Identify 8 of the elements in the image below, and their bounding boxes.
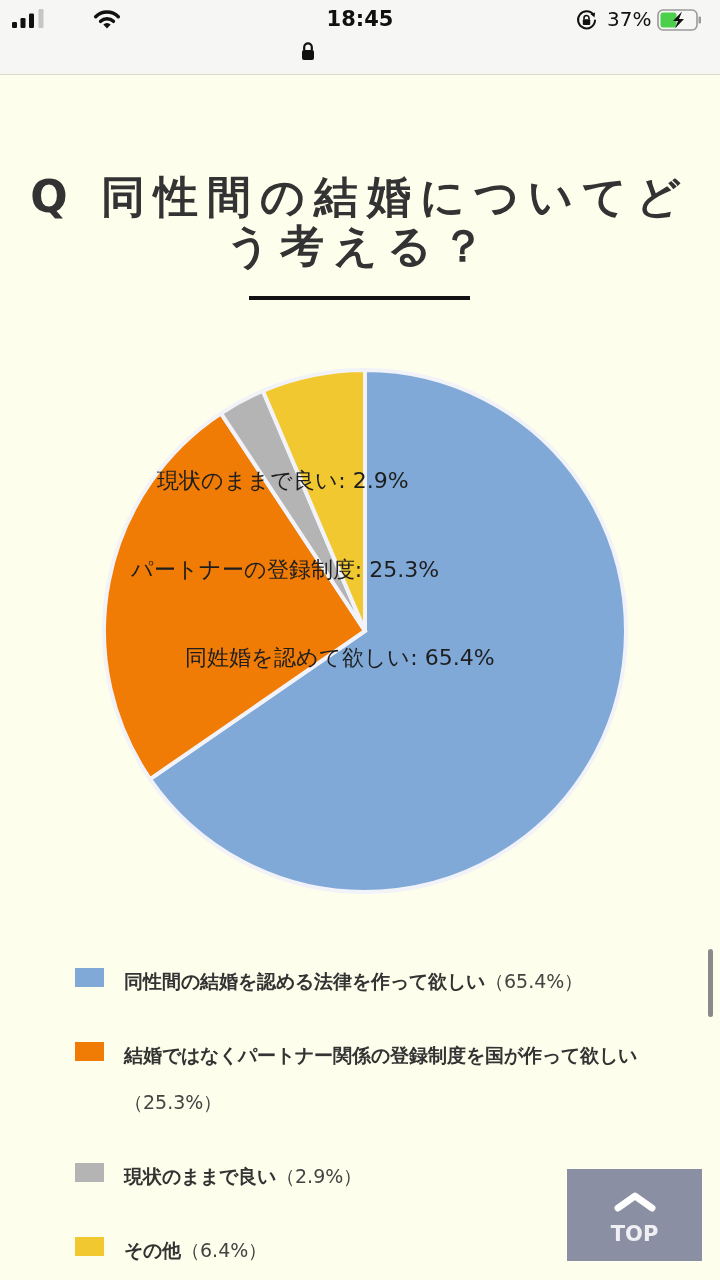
legend-label: 現状のままで良い（2.9%）: [124, 1165, 363, 1187]
chart-title: Q 同性間の結婚についてどう考える？: [29, 171, 691, 271]
text: 18:45: [326, 7, 394, 31]
text: 37%: [607, 6, 652, 32]
legend-label: その他（6.4%）: [124, 1239, 268, 1261]
category-label: 結婚ではなくパートナー関係の登録制度を国が作って欲しい（25.3%）: [124, 1044, 637, 1113]
scroll-top-button: TOP: [567, 1169, 702, 1261]
legend-label: 同性間の結婚を認める法律を作って欲しい（65.4%）: [124, 970, 584, 992]
